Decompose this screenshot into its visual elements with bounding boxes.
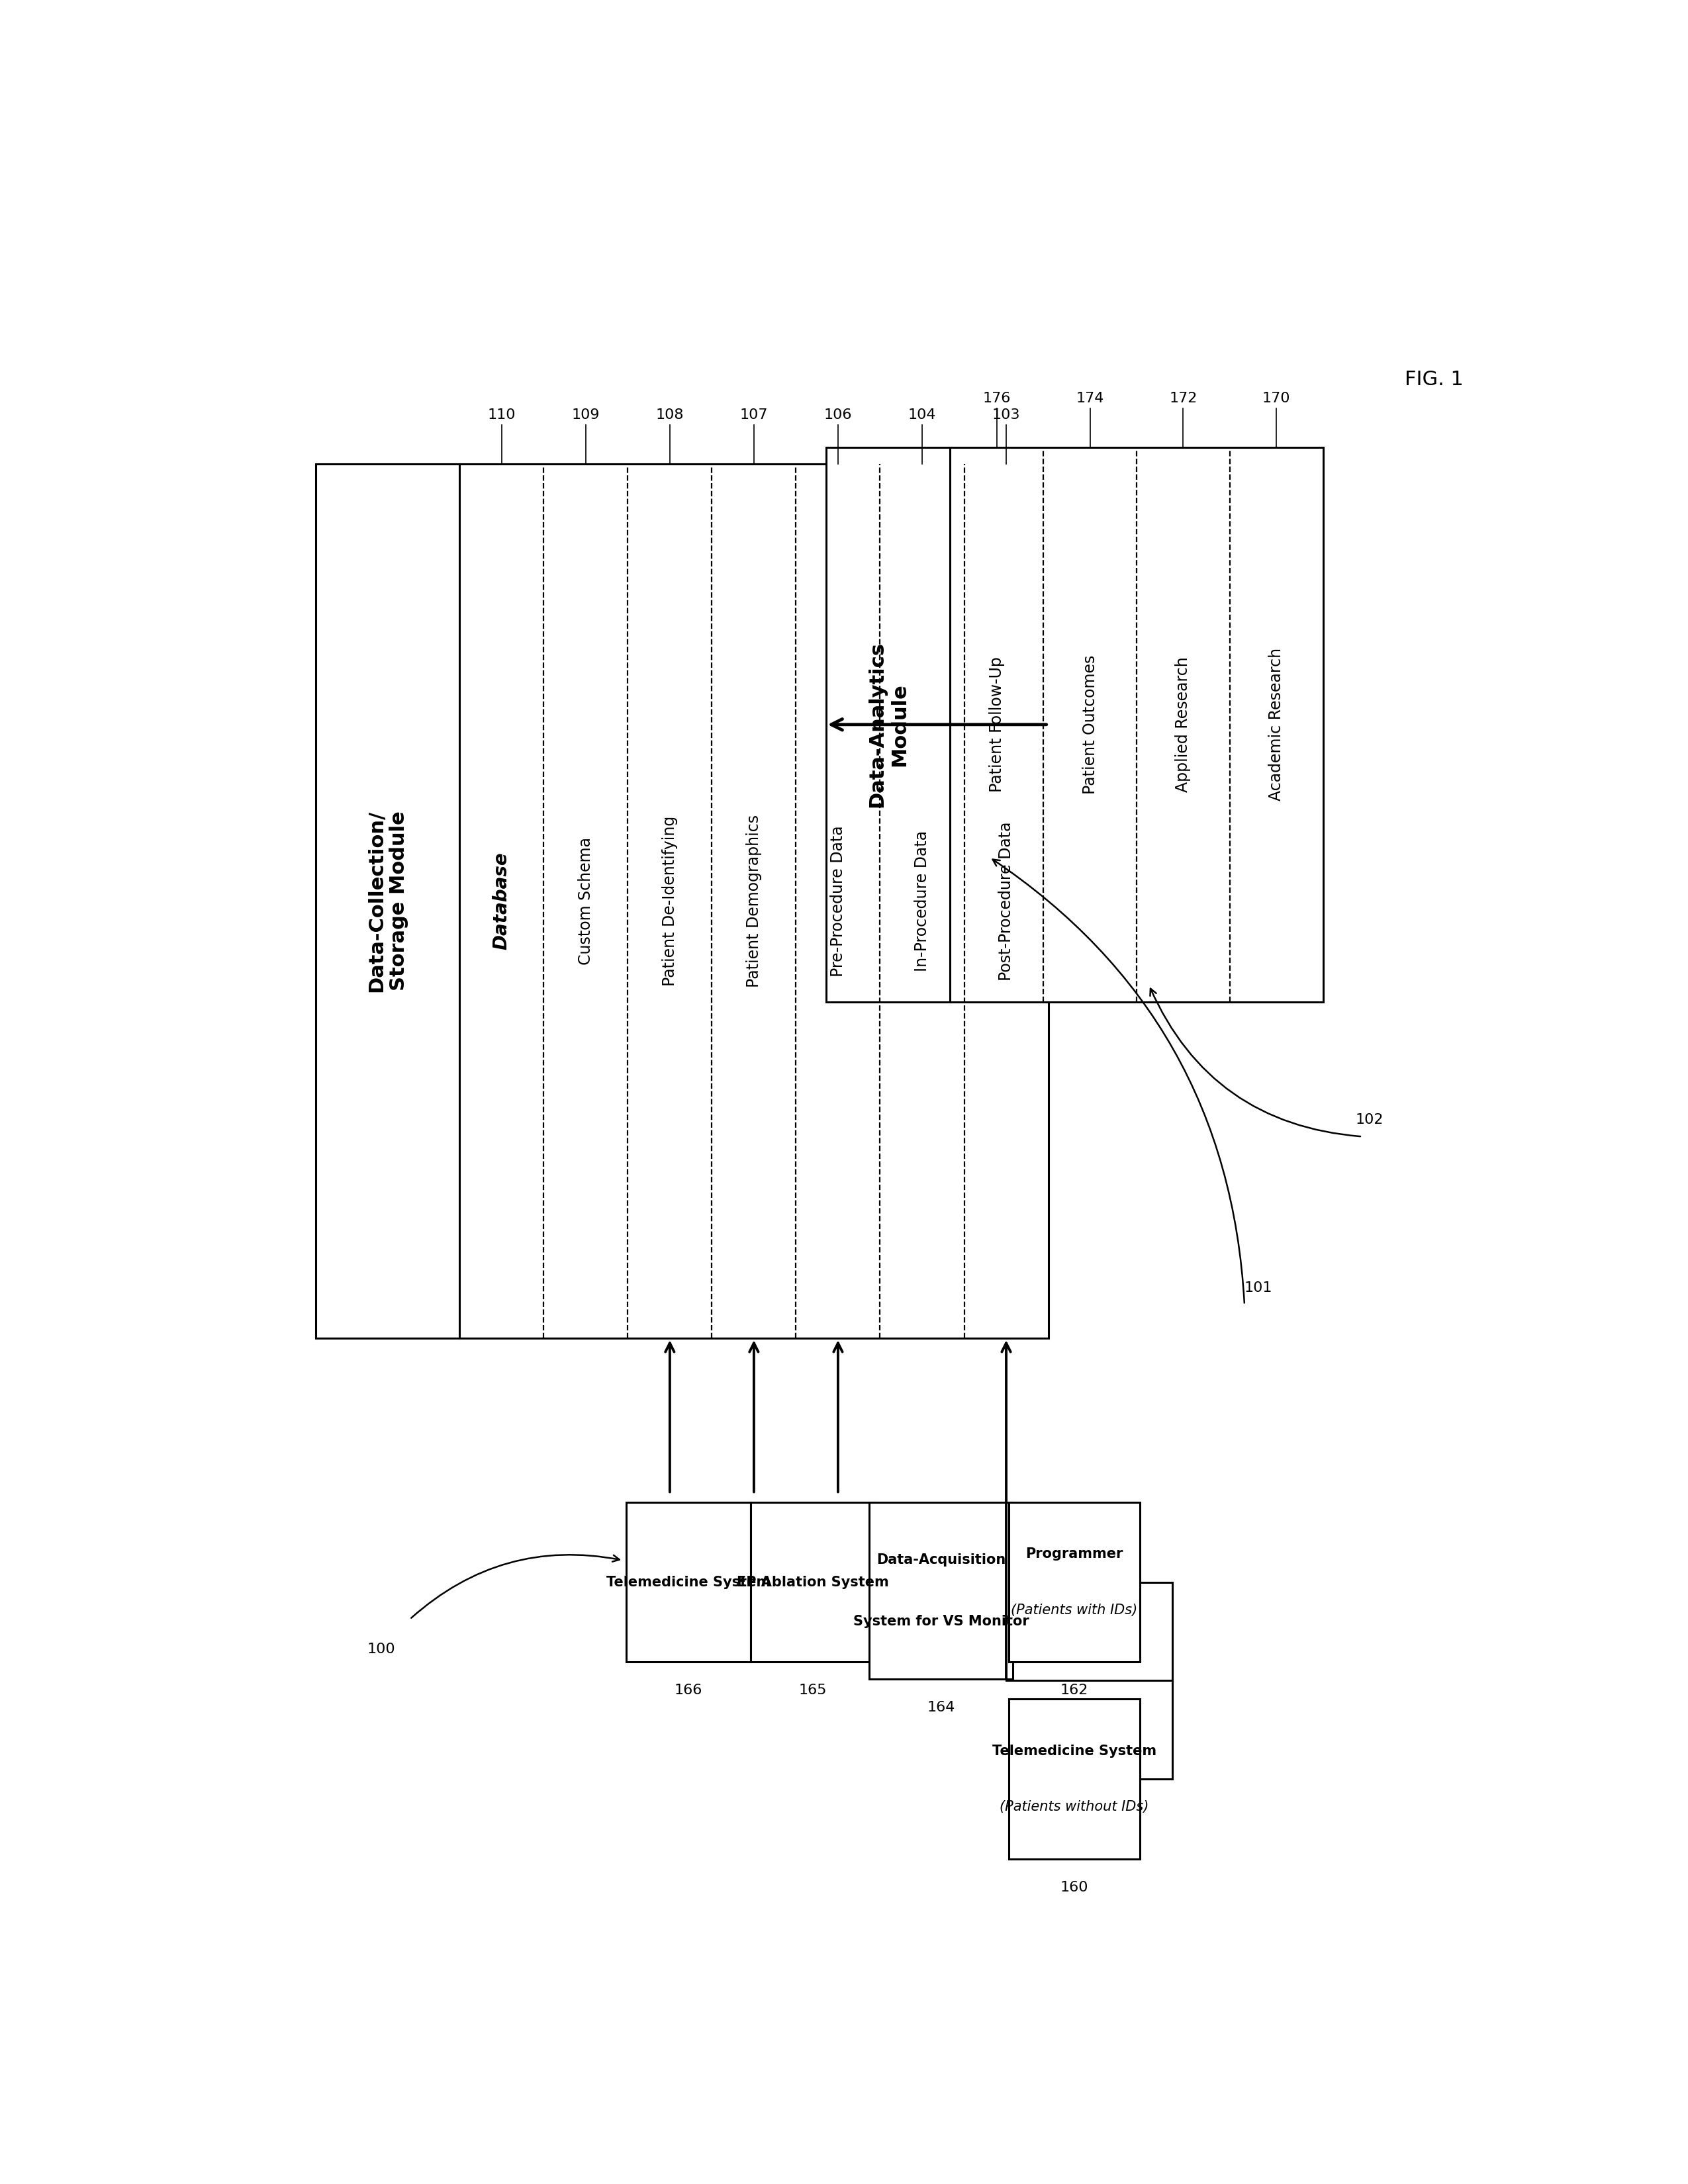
Text: Academic Research: Academic Research bbox=[1268, 649, 1285, 802]
Text: 174: 174 bbox=[1075, 391, 1104, 404]
Text: 109: 109 bbox=[572, 408, 599, 422]
Text: 170: 170 bbox=[1263, 391, 1290, 404]
Text: Data-Collection/
Storage Module: Data-Collection/ Storage Module bbox=[366, 810, 408, 992]
Text: Programmer: Programmer bbox=[1026, 1548, 1123, 1562]
Text: Telemedicine System: Telemedicine System bbox=[606, 1575, 771, 1588]
Text: 100: 100 bbox=[366, 1642, 395, 1655]
Text: Post-Procedure Data: Post-Procedure Data bbox=[998, 821, 1014, 981]
Text: 102: 102 bbox=[1355, 1114, 1384, 1127]
Bar bbox=[825, 448, 1323, 1002]
Bar bbox=[751, 1503, 874, 1662]
Text: 106: 106 bbox=[824, 408, 852, 422]
Text: Patient Follow-Up: Patient Follow-Up bbox=[989, 657, 1004, 793]
Text: 164: 164 bbox=[927, 1701, 955, 1714]
Text: Database: Database bbox=[493, 852, 511, 950]
Text: 108: 108 bbox=[655, 408, 684, 422]
Text: 110: 110 bbox=[488, 408, 515, 422]
Text: (Patients with IDs): (Patients with IDs) bbox=[1011, 1603, 1138, 1616]
Text: Telemedicine System: Telemedicine System bbox=[993, 1745, 1156, 1758]
Text: Data-Analytics
Module: Data-Analytics Module bbox=[868, 642, 908, 808]
Text: Patient Outcomes: Patient Outcomes bbox=[1082, 655, 1097, 795]
Text: In-Procedure Data: In-Procedure Data bbox=[915, 830, 930, 972]
Text: 101: 101 bbox=[1244, 1282, 1273, 1295]
Text: 160: 160 bbox=[1060, 1880, 1089, 1894]
Text: EP Ablation System: EP Ablation System bbox=[736, 1575, 890, 1588]
Text: System for VS Monitor: System for VS Monitor bbox=[852, 1614, 1030, 1627]
Bar bbox=[316, 463, 1048, 1339]
Text: FIG. 1: FIG. 1 bbox=[1404, 371, 1463, 389]
Text: Custom Schema: Custom Schema bbox=[577, 836, 594, 965]
Text: 172: 172 bbox=[1170, 391, 1197, 404]
Text: 107: 107 bbox=[739, 408, 768, 422]
Bar bbox=[1009, 1503, 1139, 1662]
Text: Applied Research: Applied Research bbox=[1175, 657, 1192, 793]
Text: 176: 176 bbox=[982, 391, 1011, 404]
Bar bbox=[626, 1503, 751, 1662]
Text: 165: 165 bbox=[798, 1684, 827, 1697]
Bar bbox=[1009, 1699, 1139, 1859]
Text: Patient De-Identifying: Patient De-Identifying bbox=[662, 817, 679, 987]
Bar bbox=[869, 1503, 1013, 1679]
Text: (Patients without IDs): (Patients without IDs) bbox=[999, 1800, 1150, 1813]
Text: 104: 104 bbox=[908, 408, 937, 422]
Text: Patient Demographics: Patient Demographics bbox=[746, 815, 761, 987]
Text: Pre-Procedure Data: Pre-Procedure Data bbox=[830, 826, 846, 976]
Text: 166: 166 bbox=[675, 1684, 702, 1697]
Text: 162: 162 bbox=[1060, 1684, 1089, 1697]
Text: 103: 103 bbox=[993, 408, 1020, 422]
Text: Data-Acquisition: Data-Acquisition bbox=[876, 1553, 1006, 1566]
